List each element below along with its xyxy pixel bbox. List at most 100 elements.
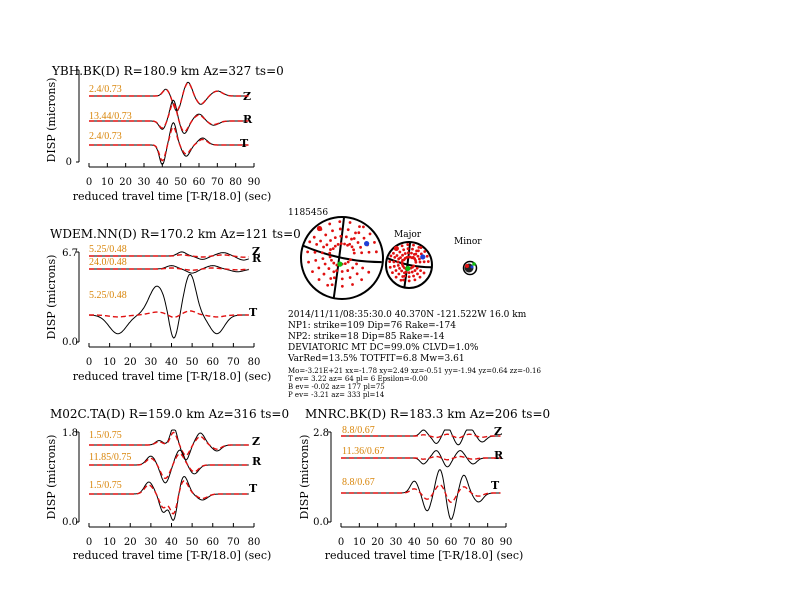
compressional-dot <box>413 269 417 272</box>
p-axis-marker <box>420 254 426 260</box>
compressional-dot <box>401 275 405 278</box>
observed-trace-t <box>89 122 249 166</box>
synthetic-trace-t <box>89 126 249 162</box>
x-tick-label: 30 <box>390 537 403 548</box>
x-tick-label: 60 <box>206 537 219 548</box>
compressional-dot <box>422 260 426 264</box>
compressional-dot <box>352 237 356 240</box>
compressional-dot <box>402 278 405 282</box>
compressional-dot <box>398 250 402 254</box>
synthetic-trace-z <box>89 82 249 112</box>
compressional-dot <box>308 240 312 244</box>
compressional-dot <box>346 269 350 272</box>
component-label-t: T <box>240 137 249 150</box>
compressional-dot <box>400 244 404 248</box>
compressional-dot <box>352 248 355 252</box>
compressional-dot <box>327 267 331 270</box>
trace-annotation-t: 5.25/0.48 <box>89 290 127 301</box>
compressional-dot <box>391 271 394 275</box>
x-tick-label: 30 <box>145 357 158 368</box>
compressional-dot <box>338 227 342 231</box>
compressional-dot <box>348 242 352 246</box>
compressional-dot <box>328 251 332 255</box>
observed-trace-t <box>89 273 249 339</box>
x-tick-label: 10 <box>103 357 116 368</box>
compressional-dot <box>350 237 353 241</box>
compressional-dot <box>362 236 366 240</box>
compressional-dot <box>336 243 340 246</box>
trace-annotation-t: 1.5/0.75 <box>89 480 122 491</box>
trace-annotation-r: 24.0/0.48 <box>89 257 127 268</box>
y-axis-label: DISP (microns) <box>298 435 311 520</box>
compressional-dot <box>393 255 397 259</box>
compressional-dot <box>396 260 400 264</box>
compressional-dot <box>360 278 364 282</box>
compressional-dot <box>392 260 396 264</box>
x-axis-label: reduced travel time [T-R/18.0] (sec) <box>325 549 524 562</box>
compressional-dot <box>357 231 361 235</box>
x-tick-label: 20 <box>124 537 137 548</box>
x-tick-label: 20 <box>119 177 132 188</box>
compressional-dot <box>361 266 365 270</box>
compressional-dot <box>322 245 325 249</box>
x-tick-label: 70 <box>211 177 224 188</box>
b-axis: B ev= -0.02 az= 177 pl=75 <box>288 383 385 391</box>
x-tick-label: 40 <box>408 537 421 548</box>
x-tick-label: 30 <box>145 537 158 548</box>
compressional-dot <box>388 260 392 263</box>
trace-annotation-r: 13.44/0.73 <box>89 111 132 122</box>
compressional-dot <box>401 253 404 257</box>
compressional-dot <box>346 228 350 232</box>
compressional-dot <box>317 278 321 281</box>
x-tick-label: 40 <box>165 357 178 368</box>
compressional-dot <box>419 246 423 249</box>
x-axis-label: reduced travel time [T-R/18.0] (sec) <box>73 190 272 203</box>
x-tick-label: 40 <box>165 537 178 548</box>
compressional-dot <box>356 241 360 244</box>
waveform-panel-wdem: WDEM.NN(D) R=170.2 km Az=121 ts=0 DISP (… <box>45 227 301 383</box>
compressional-dot <box>417 249 420 253</box>
compressional-dot <box>324 233 328 237</box>
trace-annotation-r: 11.36/0.67 <box>342 446 384 457</box>
synthetic-trace-t <box>89 480 249 515</box>
compressional-dot <box>322 272 326 276</box>
trace-annotation-z: 1.5/0.75 <box>89 430 122 441</box>
compressional-dot <box>368 232 372 236</box>
compressional-dot <box>417 246 421 249</box>
p-axis-marker <box>470 265 474 269</box>
compressional-dot <box>411 247 414 251</box>
compressional-dot <box>354 231 357 235</box>
x-tick-label: 80 <box>481 537 494 548</box>
trace-annotation-t: 8.8/0.67 <box>342 477 375 488</box>
compressional-dot <box>374 250 378 254</box>
y-axis-label: DISP (microns) <box>45 78 58 163</box>
compressional-dot <box>394 269 398 272</box>
compressional-dot <box>416 254 420 258</box>
trace-annotation-z: 8.8/0.67 <box>342 425 375 436</box>
compressional-dot <box>333 236 337 239</box>
x-tick-label: 10 <box>101 177 114 188</box>
t-axis-marker <box>393 245 399 252</box>
compressional-dot <box>323 262 327 266</box>
compressional-dot <box>338 220 342 223</box>
compressional-dot <box>400 269 404 273</box>
compressional-dot <box>402 248 406 252</box>
x-tick-label: 60 <box>193 177 206 188</box>
compressional-dot <box>330 283 334 287</box>
compressional-dot <box>388 265 392 269</box>
compressional-dot <box>412 243 415 247</box>
compressional-dot <box>329 277 333 280</box>
compressional-dot <box>335 269 339 273</box>
compressional-dot <box>330 258 333 262</box>
x-tick-label: 80 <box>248 537 261 548</box>
x-tick-label: 50 <box>186 537 199 548</box>
compressional-dot <box>332 261 336 265</box>
y-axis-label: DISP (microns) <box>45 435 58 520</box>
panel-title: WDEM.NN(D) R=170.2 km Az=121 ts=0 <box>50 227 301 241</box>
compressional-dot <box>348 221 352 224</box>
compressional-dot <box>403 271 406 275</box>
compressional-dot <box>418 257 421 261</box>
compressional-dot <box>325 243 329 247</box>
compressional-dot <box>398 266 401 270</box>
